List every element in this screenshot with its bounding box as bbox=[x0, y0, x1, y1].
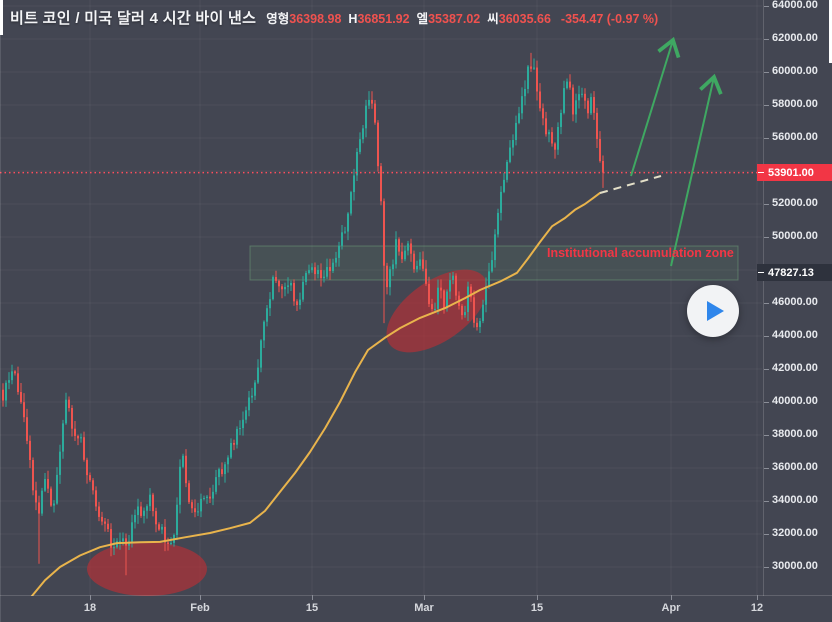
price-tick-label: 60000.00 bbox=[772, 65, 818, 77]
price-tick-label: 64000.00 bbox=[772, 0, 818, 11]
ohlc-readout: 영형36398.98 H36851.92 엘35387.02 씨36035.66 bbox=[266, 8, 551, 27]
price-tick-label: 56000.00 bbox=[772, 131, 818, 143]
price-tick-mark bbox=[764, 566, 769, 568]
ohlc-label: 엘 bbox=[416, 12, 429, 26]
price-tick-label: 34000.00 bbox=[772, 494, 818, 506]
price-tick-mark bbox=[764, 203, 769, 205]
ohlc-label: 씨 bbox=[487, 12, 499, 26]
ohlc-item: 엘35387.02 bbox=[417, 8, 481, 27]
price-tick-label: 44000.00 bbox=[772, 329, 818, 341]
price-tick-mark bbox=[764, 137, 769, 139]
symbol-header: 비트 코인 / 미국 달러 4 시간 바이 낸스 영형36398.98 H3685… bbox=[10, 7, 658, 28]
ohlc-label: 영형 bbox=[266, 12, 290, 26]
price-tick-mark bbox=[764, 533, 769, 535]
price-tick-label: 50000.00 bbox=[772, 230, 818, 242]
zone-label: Institutional accumulation zone bbox=[547, 246, 734, 260]
price-tick-label: 38000.00 bbox=[772, 428, 818, 440]
time-tick-label: Feb bbox=[190, 602, 210, 614]
time-tick-mark bbox=[424, 595, 425, 600]
change-readout: -354.47 (-0.97 %) bbox=[560, 12, 659, 26]
price-tick-mark bbox=[764, 302, 769, 304]
price-tick-mark bbox=[764, 335, 769, 337]
price-tick-label: 40000.00 bbox=[772, 395, 818, 407]
time-tick-mark bbox=[90, 595, 91, 600]
bullish-arrow-2 bbox=[670, 73, 723, 267]
price-tick-mark bbox=[764, 368, 769, 370]
ohlc-value: 36851.92 bbox=[357, 12, 410, 26]
moving-average-line bbox=[27, 191, 601, 602]
time-tick-label: Mar bbox=[414, 602, 434, 614]
time-tick-label: 15 bbox=[305, 602, 319, 614]
time-tick-mark bbox=[757, 595, 758, 600]
price-tick-label: 58000.00 bbox=[772, 98, 818, 110]
price-tick-label: 62000.00 bbox=[772, 32, 818, 44]
ohlc-label: H bbox=[348, 12, 358, 26]
bullish-arrow-1 bbox=[630, 36, 681, 177]
ma-value-badge: 47827.13 bbox=[757, 264, 832, 282]
candles-layer bbox=[2, 52, 604, 576]
price-tick-mark bbox=[764, 71, 769, 73]
grid-layer bbox=[0, 0, 762, 595]
play-button[interactable] bbox=[687, 285, 739, 337]
price-tick-label: 42000.00 bbox=[772, 362, 818, 374]
price-tick-label: 30000.00 bbox=[772, 560, 818, 572]
price-tick-mark bbox=[764, 434, 769, 436]
time-tick-label: 12 bbox=[750, 602, 764, 614]
frame-edge-right-top bbox=[829, 0, 832, 63]
time-tick-mark bbox=[537, 595, 538, 600]
time-tick-label: 15 bbox=[530, 602, 544, 614]
time-tick-mark bbox=[312, 595, 313, 600]
time-tick-mark bbox=[200, 595, 201, 600]
price-tick-mark bbox=[764, 401, 769, 403]
ohlc-item: 씨36035.66 bbox=[487, 8, 551, 27]
dashed-projection-line bbox=[599, 175, 662, 194]
time-axis[interactable]: 18 Feb 15 Mar 15 Apr 12 bbox=[0, 595, 832, 622]
time-axis-separator bbox=[0, 595, 832, 596]
price-axis[interactable]: 64000.00 62000.00 60000.00 58000.00 56000.00… bbox=[763, 0, 832, 622]
ohlc-value: 35387.02 bbox=[428, 12, 481, 26]
play-icon bbox=[707, 301, 724, 321]
time-tick-label: 18 bbox=[83, 602, 97, 614]
price-tick-mark bbox=[764, 236, 769, 238]
price-tick-mark bbox=[764, 5, 769, 7]
ohlc-item: 영형36398.98 bbox=[266, 8, 341, 27]
price-tick-mark bbox=[764, 104, 769, 106]
ohlc-item: H36851.92 bbox=[348, 12, 409, 26]
time-tick-label: Apr bbox=[661, 602, 681, 614]
price-tick-label: 32000.00 bbox=[772, 527, 818, 539]
price-tick-label: 36000.00 bbox=[772, 461, 818, 473]
price-tick-label: 52000.00 bbox=[772, 197, 818, 209]
price-tick-mark bbox=[764, 500, 769, 502]
price-tick-label: 46000.00 bbox=[772, 296, 818, 308]
price-tick-mark bbox=[764, 38, 769, 40]
highlight-ellipse-1 bbox=[87, 542, 207, 596]
frame-edge-left bbox=[0, 35, 1, 622]
ohlc-value: 36035.66 bbox=[498, 12, 551, 26]
price-axis-separator bbox=[763, 0, 764, 622]
frame-edge-left-top bbox=[0, 0, 3, 35]
symbol-title: 비트 코인 / 미국 달러 4 시간 바이 낸스 bbox=[10, 10, 257, 27]
price-tick-mark bbox=[764, 467, 769, 469]
last-price-badge: 53901.00 bbox=[757, 164, 832, 182]
time-tick-mark bbox=[671, 595, 672, 600]
ohlc-value: 36398.98 bbox=[289, 12, 342, 26]
